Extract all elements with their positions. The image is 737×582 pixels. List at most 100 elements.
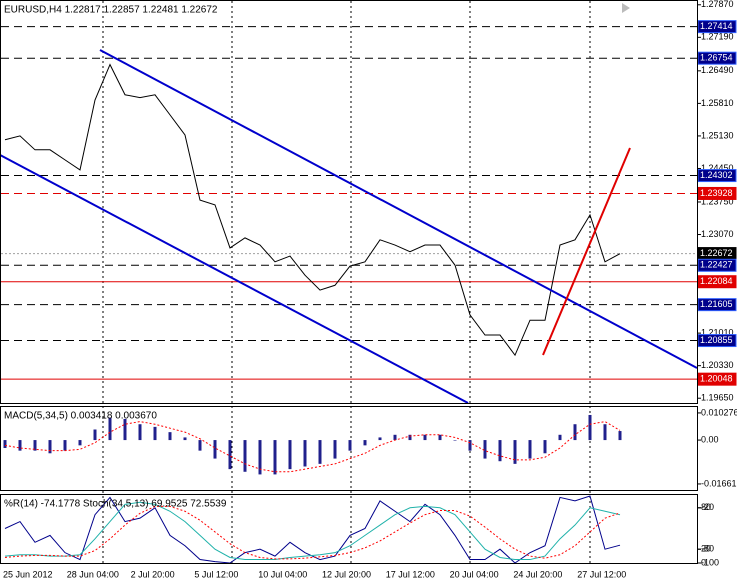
y-tick-label: 1.20330 bbox=[701, 360, 734, 370]
y-tick-label: 1.19650 bbox=[701, 393, 734, 403]
histogram-bar bbox=[378, 437, 382, 441]
panel-title: MACD(5,34,5) 0.003418 0.003670 bbox=[4, 411, 157, 422]
y-tick-label: 20 bbox=[701, 544, 711, 554]
trendline-red bbox=[542, 147, 631, 356]
level-label: 1.22084 bbox=[700, 276, 733, 286]
frames bbox=[0, 0, 698, 564]
histogram-bar bbox=[198, 440, 202, 451]
histogram-bar bbox=[228, 440, 232, 470]
histogram-bar bbox=[213, 440, 217, 459]
histogram-bar bbox=[63, 440, 67, 451]
series-line bbox=[4, 505, 621, 560]
y-tick-label: 80 bbox=[701, 502, 711, 512]
histogram-bar bbox=[33, 440, 37, 451]
histogram-bar bbox=[108, 417, 112, 441]
series-line bbox=[4, 63, 621, 357]
panel-frame bbox=[0, 0, 698, 404]
x-tick-label: 28 Jun 04:00 bbox=[67, 569, 119, 579]
x-tick-label: 12 Jul 20:00 bbox=[322, 569, 371, 579]
histogram-bar bbox=[543, 440, 547, 454]
panel-title: EURUSD,H4 1.22817 1.22857 1.22481 1.2267… bbox=[4, 5, 218, 16]
histogram-bar bbox=[438, 434, 442, 441]
y-tick-label: 1.27870 bbox=[701, 0, 734, 9]
x-tick-label: 24 Jul 20:00 bbox=[513, 569, 562, 579]
y-tick-label: 1.23750 bbox=[701, 196, 734, 206]
histogram-bar bbox=[138, 424, 142, 441]
histogram-bar bbox=[453, 440, 457, 441]
x-tick-label: 27 Jul 12:00 bbox=[577, 569, 626, 579]
y-tick-label: 1.27190 bbox=[701, 32, 734, 42]
level-label: 1.22427 bbox=[700, 260, 733, 270]
histogram-bar bbox=[573, 424, 577, 441]
series-line bbox=[4, 501, 621, 561]
histogram-bar bbox=[153, 426, 157, 441]
level-label: 1.27414 bbox=[700, 21, 733, 31]
x-tick-label: 17 Jul 12:00 bbox=[386, 569, 435, 579]
histogram-bar bbox=[468, 440, 472, 451]
x-tick-label: 5 Jul 12:00 bbox=[194, 569, 238, 579]
histogram-bar bbox=[333, 440, 337, 459]
histogram-bar bbox=[603, 424, 607, 441]
histogram-bar bbox=[423, 434, 427, 441]
level-label: 1.21605 bbox=[700, 299, 733, 309]
histogram-bar bbox=[348, 440, 352, 451]
y-tick-label: 0.00 bbox=[701, 434, 719, 444]
y-tick-label: -100 bbox=[701, 557, 719, 567]
panel-title: %R(14) -74.1778 Stoch(34,5,13) 69.9525 7… bbox=[4, 499, 227, 510]
y-tick-label: -0.01661 bbox=[701, 478, 737, 488]
level-label: 1.26754 bbox=[700, 53, 733, 63]
histogram-bar bbox=[243, 440, 247, 472]
histogram-bar bbox=[303, 440, 307, 467]
trendlines bbox=[1, 49, 697, 403]
y-tick-label: -80 bbox=[701, 544, 714, 554]
histogram-bar bbox=[168, 432, 172, 441]
panel-plot bbox=[4, 495, 621, 563]
x-tick-label: 20 Jul 04:00 bbox=[450, 569, 499, 579]
y-tick-label: 0 bbox=[701, 557, 706, 567]
histogram-bar bbox=[408, 434, 412, 441]
series-line bbox=[4, 421, 621, 473]
histogram-bar bbox=[258, 440, 262, 475]
panel-plot bbox=[3, 414, 622, 475]
y-tick-label: 1.23070 bbox=[701, 229, 734, 239]
y-tick-label: 1.25130 bbox=[701, 130, 734, 140]
panel-plot bbox=[1, 26, 697, 380]
y-tick-label: 1.21010 bbox=[701, 327, 734, 337]
y-tick-label: 1.24450 bbox=[701, 163, 734, 173]
histogram-bar bbox=[183, 437, 187, 441]
histogram-bar bbox=[513, 440, 517, 464]
x-tick-label: 10 Jul 04:00 bbox=[258, 569, 307, 579]
y-tick-label: 1.25810 bbox=[701, 98, 734, 108]
histogram-bar bbox=[48, 440, 52, 454]
level-label: 1.20855 bbox=[700, 335, 733, 345]
level-label: 1.20048 bbox=[700, 374, 733, 384]
histogram-bar bbox=[18, 440, 22, 451]
level-label: 1.24302 bbox=[700, 170, 733, 180]
channel-lower bbox=[1, 154, 469, 403]
histogram-bar bbox=[123, 418, 127, 441]
histogram-bar bbox=[528, 440, 532, 459]
histogram-bar bbox=[498, 440, 502, 462]
histogram-bar bbox=[558, 434, 562, 441]
histogram-bar bbox=[3, 440, 7, 448]
histogram-bar bbox=[393, 434, 397, 441]
histogram-bar bbox=[93, 429, 97, 441]
x-tick-label: 25 Jun 2012 bbox=[3, 569, 53, 579]
level-label: 1.22672 bbox=[700, 248, 733, 258]
y-tick-label: -20 bbox=[701, 502, 714, 512]
histogram-bar bbox=[318, 440, 322, 464]
histogram-bar bbox=[288, 440, 292, 470]
x-tick-label: 2 Jul 20:00 bbox=[131, 569, 175, 579]
series-line bbox=[4, 495, 621, 563]
histogram-bar bbox=[588, 414, 592, 441]
channel-upper bbox=[99, 49, 697, 369]
histogram-bar bbox=[363, 440, 367, 446]
histogram-bar bbox=[78, 440, 82, 446]
histogram-bar bbox=[273, 440, 277, 475]
y-tick-label: 0.010276 bbox=[701, 407, 737, 417]
histogram-bar bbox=[618, 431, 622, 441]
panel-frame bbox=[0, 406, 698, 491]
